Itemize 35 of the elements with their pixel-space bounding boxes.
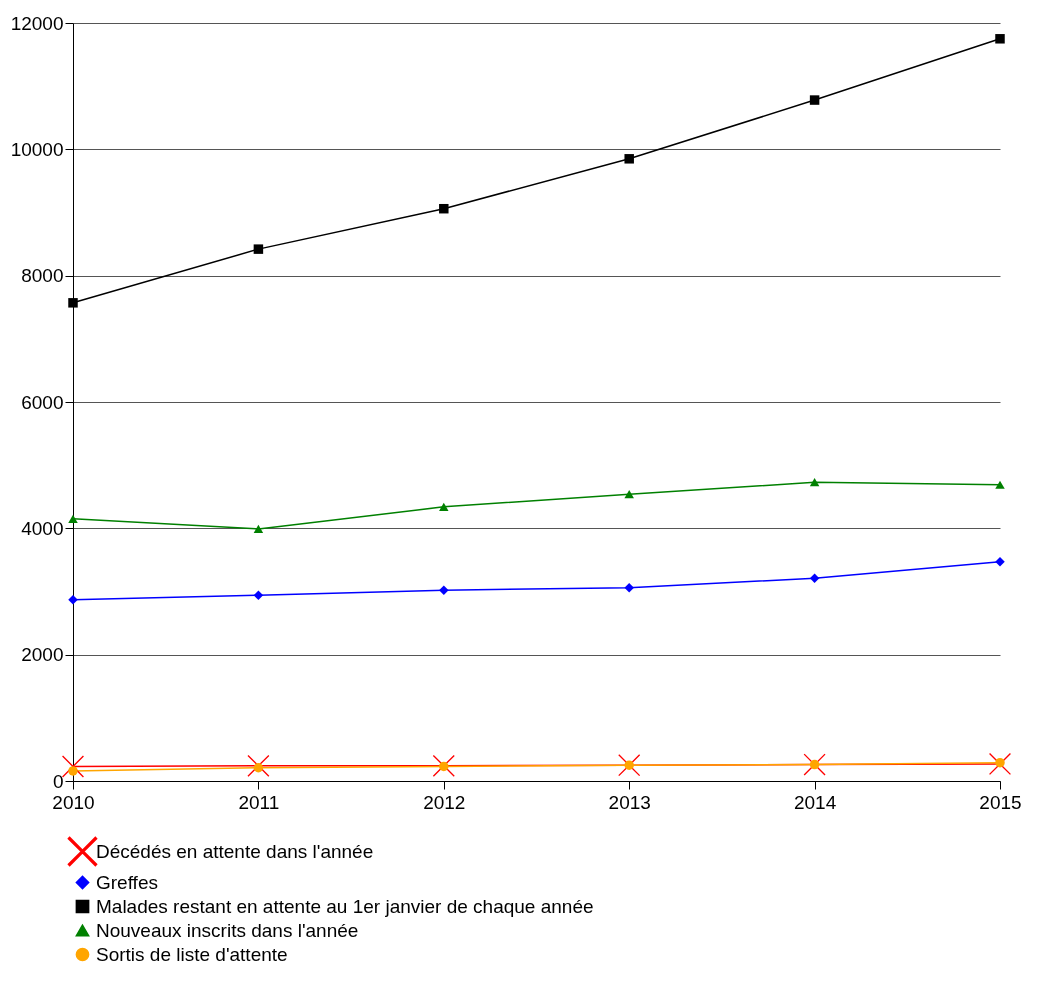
point <box>68 594 78 605</box>
point <box>624 490 634 499</box>
x-tick-label: 2014 <box>793 791 837 813</box>
legend-label: Sortis de liste d'attente <box>96 943 288 965</box>
point <box>624 154 634 164</box>
y-tick-label: 10000 <box>10 138 64 160</box>
y-tick-label: 8000 <box>21 265 64 287</box>
y-tick-label: 4000 <box>21 517 64 539</box>
y-tick-label: 0 <box>52 770 64 792</box>
point <box>253 524 264 534</box>
point <box>253 244 264 254</box>
y-tick-label: 2000 <box>21 644 64 666</box>
x-tick-label: 2010 <box>52 791 95 813</box>
point <box>439 585 449 595</box>
point <box>995 34 1005 44</box>
point <box>439 502 449 511</box>
point <box>253 590 264 601</box>
point <box>624 582 634 593</box>
legend-label: Nouveaux inscrits dans l'année <box>96 919 359 941</box>
x-tick-label: 2011 <box>238 791 280 813</box>
y-tick-label: 6000 <box>21 391 64 413</box>
point <box>809 573 820 583</box>
x-tick-label: 2015 <box>979 791 1022 813</box>
legend-label: Greffes <box>96 871 158 893</box>
x-tick-label: 2013 <box>608 791 651 813</box>
x-tick-label: 2012 <box>423 791 466 813</box>
y-tick-label: 12000 <box>10 12 64 34</box>
point <box>439 203 449 214</box>
point <box>809 478 820 487</box>
legend-label: Décédés en attente dans l'année <box>96 840 374 862</box>
legend-label: Malades restant en attente au 1er janvier de chaque année <box>96 895 594 917</box>
point <box>809 95 820 105</box>
point <box>68 514 78 523</box>
point <box>995 480 1005 489</box>
point <box>68 298 78 308</box>
